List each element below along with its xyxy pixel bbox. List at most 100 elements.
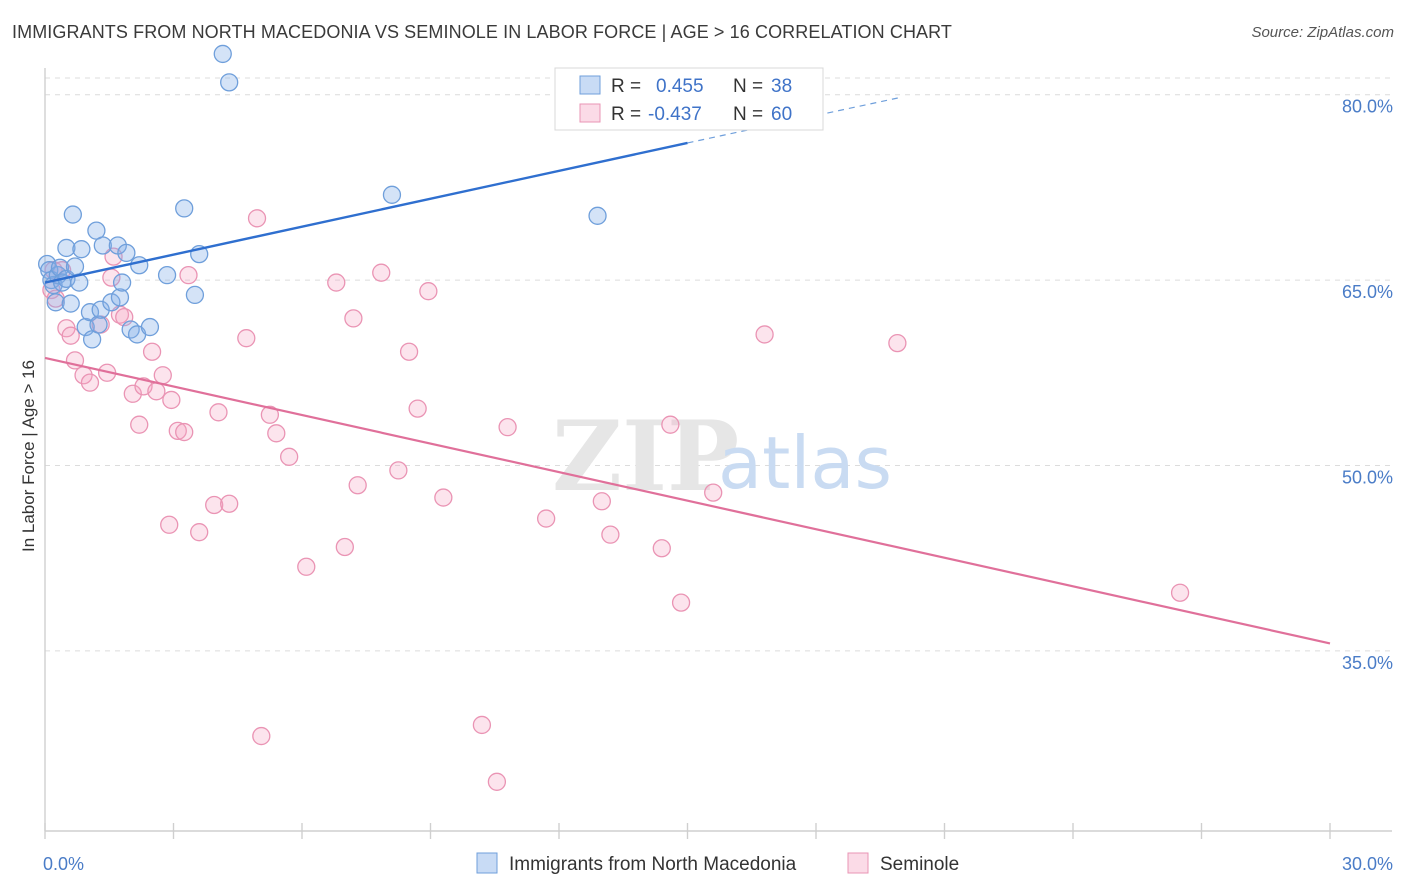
seminole-point (592, 492, 611, 511)
legend-r-value-2: -0.437 (648, 104, 702, 125)
seminole-point (80, 373, 100, 392)
legend-r-label-2: R = (611, 104, 641, 125)
seminole-point (142, 342, 162, 361)
north-macedonia-point (112, 273, 132, 292)
seminole-point (168, 421, 187, 440)
north-macedonia-point (61, 294, 80, 313)
seminole-point (704, 483, 723, 502)
x-tick-label: 30.0% (1342, 854, 1393, 874)
north-macedonia-point (130, 256, 149, 275)
y-tick-label: 35.0% (1342, 653, 1393, 673)
bottom-legend-swatch-pink (847, 852, 869, 874)
north-macedonia-point (157, 265, 177, 285)
seminole-point (389, 461, 408, 480)
legend-r-value-1: 0.455 (656, 76, 704, 97)
y-tick-label: 80.0% (1342, 97, 1393, 117)
seminole-point (601, 525, 620, 544)
bottom-legend-label-pink: Seminole (880, 854, 959, 875)
seminole-point (661, 415, 680, 434)
trend-lines (44, 96, 1331, 645)
seminole-point (267, 424, 286, 443)
north-macedonia-point (50, 258, 70, 277)
trend-line-north-macedonia (44, 141, 688, 284)
bottom-legend: Immigrants from North Macedonia Seminole (476, 852, 959, 875)
seminole-point (247, 209, 267, 228)
north-macedonia-point (110, 288, 130, 307)
seminole-point (279, 447, 299, 466)
north-macedonia-point (91, 300, 110, 319)
bottom-legend-label-blue: Immigrants from North Macedonia (509, 854, 797, 875)
seminole-point (344, 309, 363, 328)
trend-line-seminole (44, 356, 1331, 645)
legend-n-value-2: 60 (771, 104, 792, 125)
seminole-point (237, 329, 256, 348)
tick-labels: 35.0% 50.0% 65.0% 80.0% 0.0% 30.0% (43, 97, 1393, 874)
seminole-point (123, 384, 142, 403)
seminole-point (755, 325, 774, 344)
y-axis-label: In Labor Force | Age > 16 (19, 360, 38, 552)
north-macedonia-point (63, 205, 82, 224)
seminole-point (205, 495, 224, 515)
seminole-point (179, 265, 198, 285)
seminole-point (408, 399, 427, 418)
gridlines (45, 77, 1392, 652)
north-macedonia-point (185, 285, 205, 305)
north-macedonia-point (175, 199, 194, 218)
seminole-point (1170, 583, 1190, 602)
seminole-point (162, 390, 181, 410)
seminole-point (297, 557, 316, 576)
y-tick-label: 65.0% (1342, 282, 1393, 302)
legend-swatch-blue (579, 75, 601, 95)
north-macedonia-point (220, 73, 239, 92)
seminole-point (399, 342, 419, 361)
seminole-point (252, 726, 271, 746)
chart-title: IMMIGRANTS FROM NORTH MACEDONIA VS SEMIN… (12, 22, 953, 42)
seminole-point (487, 772, 507, 791)
legend-r-label-1: R = (611, 76, 641, 97)
seminole-point (472, 715, 492, 735)
seminole-point (153, 366, 172, 385)
seminole-point (419, 282, 438, 301)
seminole-point (130, 415, 149, 434)
bottom-legend-swatch-blue (476, 852, 498, 874)
seminole-point (498, 417, 517, 437)
north-macedonia-point (80, 303, 100, 322)
x-tick-label: 0.0% (43, 854, 84, 874)
seminole-point (372, 263, 391, 282)
north-macedonia-point (65, 257, 85, 276)
legend-n-label-2: N = (733, 104, 763, 125)
north-macedonia-point (57, 238, 76, 258)
seminole-point (434, 488, 453, 507)
axes (44, 68, 1392, 839)
legend-n-label-1: N = (733, 76, 763, 97)
north-macedonia-point (140, 317, 160, 337)
seminole-point (160, 515, 179, 534)
legend-swatch-pink (579, 103, 601, 123)
source-label: Source: ZipAtlas.com (1251, 24, 1394, 41)
seminole-point (327, 273, 346, 292)
seminole-point (652, 539, 671, 558)
watermark: ZIP atlas (552, 400, 892, 513)
y-tick-label: 50.0% (1342, 467, 1393, 487)
north-macedonia-point (588, 206, 607, 225)
watermark-zip: ZIP (552, 400, 739, 513)
seminole-point (671, 593, 691, 612)
seminole-point (335, 537, 354, 557)
trend-line-north-macedonia-extension (687, 96, 902, 144)
seminole-point (147, 382, 166, 401)
north-macedonia-point (89, 315, 108, 334)
seminole-point (190, 523, 209, 542)
seminole-point (888, 333, 907, 353)
seminole-point (61, 326, 80, 345)
seminole-point (209, 403, 228, 422)
legend-n-value-1: 38 (771, 76, 792, 97)
north-macedonia-point (72, 240, 91, 259)
north-macedonia-point (213, 44, 232, 64)
north-macedonia-point (93, 236, 112, 255)
seminole-point (175, 422, 194, 442)
seminole-point (348, 476, 367, 495)
north-macedonia-point (117, 243, 136, 263)
north-macedonia-point (102, 293, 121, 312)
seminole-point (260, 405, 280, 424)
seminole-point (537, 509, 556, 528)
